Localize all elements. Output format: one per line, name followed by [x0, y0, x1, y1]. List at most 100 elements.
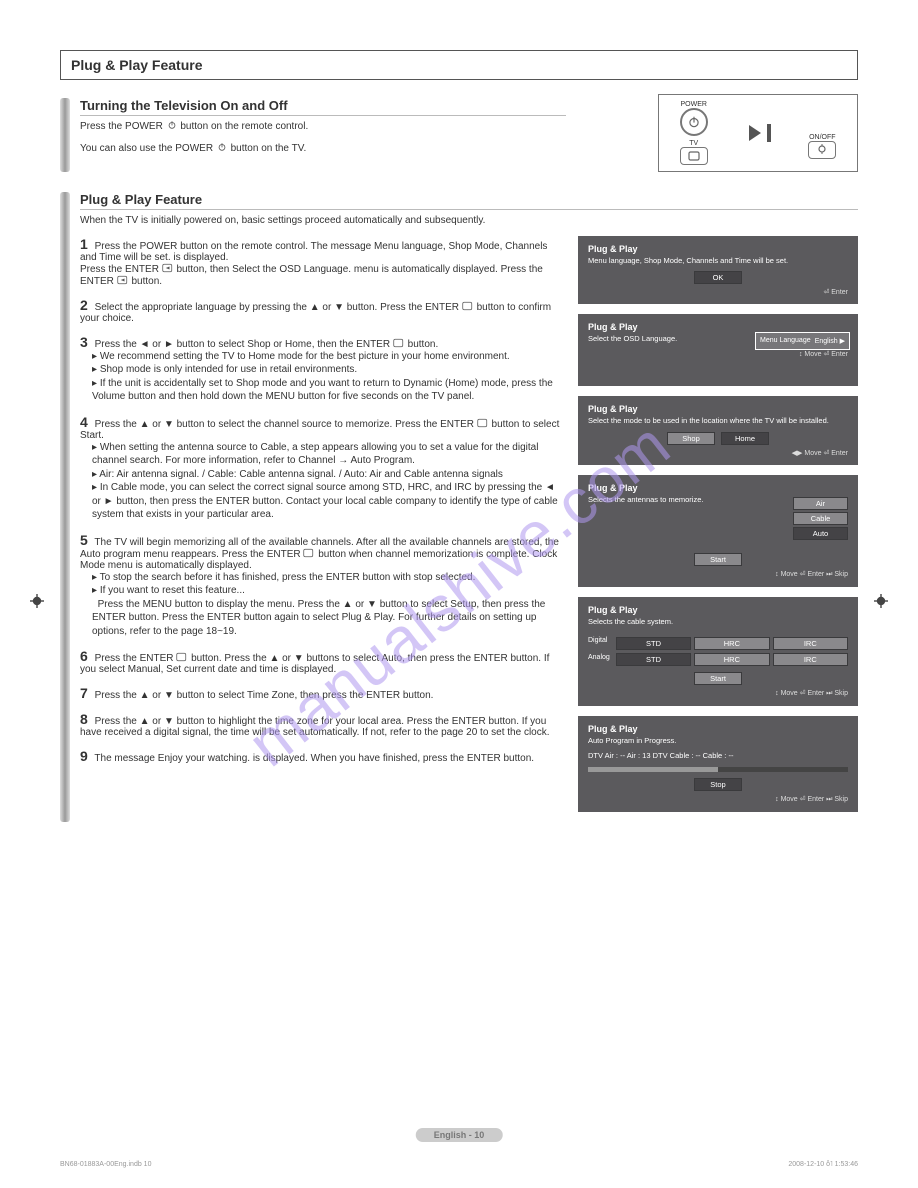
section-heading: Turning the Television On and Off: [80, 98, 566, 116]
osd-footer: ↕ Move ⏎ Enter ⏭ Skip: [588, 570, 848, 579]
bar-icon: [767, 124, 771, 142]
enter-icon: [117, 275, 129, 285]
osd-cell: STD: [616, 637, 691, 650]
step-text: Select the appropriate language by press…: [95, 302, 459, 313]
step-6: 6 Press the ENTER button. Press the ▲ or…: [80, 648, 566, 675]
osd-option: Air: [793, 497, 848, 510]
osd-progress: [588, 767, 848, 772]
enter-icon: [462, 301, 474, 311]
osd-cell: HRC: [694, 637, 769, 650]
section-bar: [60, 98, 70, 172]
osd-button: Start: [694, 672, 742, 685]
osd-inset-label: Menu Language: [760, 337, 811, 345]
note-text: If the unit is accidentally set to Shop …: [92, 378, 553, 403]
enter-icon: [477, 418, 489, 428]
registration-mark-icon: [874, 594, 888, 608]
osd-text: Select the mode to be used in the locati…: [588, 416, 848, 426]
step-text: Press the ◄ or ► button to select Shop o…: [95, 339, 391, 350]
footer-left: BN68-01883A-00Eng.indb 10: [60, 1161, 151, 1168]
note-text: Press the MENU button to display the men…: [92, 599, 545, 637]
step-text: button.: [131, 276, 162, 287]
osd-option: Cable: [793, 512, 848, 525]
osd-subtext: DTV Air : -- Air : 13 DTV Cable : -- Cab…: [588, 751, 848, 761]
step-3: 3 Press the ◄ or ► button to select Shop…: [80, 334, 566, 404]
osd-title: Plug & Play: [588, 724, 848, 734]
step-number: 4: [80, 414, 88, 430]
step-number: 5: [80, 532, 88, 548]
step-text: Press the ENTER: [80, 264, 159, 275]
osd-footer: ↕ Move ⏎ Enter: [588, 350, 848, 358]
tv-icon: [688, 151, 700, 161]
step-number: 8: [80, 711, 88, 727]
osd-cell: HRC: [694, 653, 769, 666]
osd-inset-value: English ▶: [815, 337, 845, 345]
osd-row-label: Digital: [588, 637, 610, 644]
remote-diagram: POWER TV: [658, 94, 858, 172]
arrow-icon: [749, 125, 761, 141]
light-icon: [817, 144, 827, 156]
step-1: 1 Press the POWER button on the remote c…: [80, 236, 566, 287]
remote-onoff-label: ON/OFF: [808, 134, 836, 141]
step-text: Press the POWER button on the remote con…: [80, 241, 547, 263]
osd-column: Plug & Play Menu language, Shop Mode, Ch…: [578, 236, 858, 823]
osd-panel-2: Plug & Play Select the OSD Language. Men…: [578, 314, 858, 386]
osd-footer: ↕ Move ⏎ Enter ⏭ Skip: [588, 795, 848, 804]
power-icon: [166, 120, 178, 130]
section-bar: [60, 192, 70, 822]
step-number: 3: [80, 334, 88, 350]
note-text: When setting the antenna source to Cable…: [92, 442, 538, 467]
osd-option: Auto: [793, 527, 848, 540]
remote-power-label: POWER: [680, 101, 708, 108]
note-text: We recommend setting the TV to Home mode…: [100, 351, 510, 362]
footer-right: 2008-12-10 ȫ˥ 1:53:46: [788, 1161, 858, 1168]
enter-icon: [176, 652, 188, 662]
pnp-intro: When the TV is initially powered on, bas…: [80, 214, 858, 228]
osd-cell: IRC: [773, 637, 848, 650]
remote-tv-label: TV: [680, 140, 708, 147]
note-text: If you want to reset this feature...: [100, 585, 245, 596]
osd-button: Home: [721, 432, 769, 445]
steps-column: 1 Press the POWER button on the remote c…: [80, 236, 566, 823]
osd-button: OK: [694, 271, 742, 284]
osd-title: Plug & Play: [588, 322, 848, 332]
remote-tv-button: [680, 147, 708, 165]
intro-line2a: You can also use the POWER: [80, 143, 213, 154]
osd-title: Plug & Play: [588, 244, 848, 254]
intro-line1b: button on the remote control.: [180, 121, 308, 132]
section-heading: Plug & Play Feature: [80, 192, 858, 210]
enter-icon: [303, 548, 315, 558]
step-number: 9: [80, 748, 88, 764]
step-2: 2 Select the appropriate language by pre…: [80, 297, 566, 324]
step-7: 7 Press the ▲ or ▼ button to select Time…: [80, 685, 566, 701]
step-text: Press the ▲ or ▼ button to select Time Z…: [95, 690, 434, 701]
osd-text: Auto Program in Progress.: [588, 736, 848, 746]
step-number: 6: [80, 648, 88, 664]
osd-cell: IRC: [773, 653, 848, 666]
osd-title: Plug & Play: [588, 483, 848, 493]
note-text: Air: Air antenna signal. / Cable: Cable …: [99, 469, 503, 480]
step-number: 1: [80, 236, 88, 252]
osd-footer: ↕ Move ⏎ Enter ⏭ Skip: [588, 689, 848, 698]
footer: BN68-01883A-00Eng.indb 10 2008-12-10 ȫ˥ …: [60, 1161, 858, 1168]
note-text: To stop the search before it has finishe…: [100, 572, 476, 583]
remote-power-button: [680, 108, 708, 136]
step-number: 7: [80, 685, 88, 701]
osd-button: Shop: [667, 432, 715, 445]
step-text: Press the ▲ or ▼ button to highlight the…: [80, 716, 550, 738]
osd-title: Plug & Play: [588, 605, 848, 615]
section-power: Turning the Television On and Off Press …: [60, 98, 858, 172]
registration-mark-icon: [30, 594, 44, 608]
step-9: 9 The message Enjoy your watching. is di…: [80, 748, 566, 764]
osd-text: Selects the cable system.: [588, 617, 848, 627]
step-8: 8 Press the ▲ or ▼ button to highlight t…: [80, 711, 566, 738]
osd-panel-6: Plug & Play Auto Program in Progress. DT…: [578, 716, 858, 813]
enter-icon: [393, 338, 405, 348]
osd-row-label: Analog: [588, 654, 610, 661]
osd-inset: Menu Language English ▶: [755, 332, 850, 350]
intro-line2b: button on the TV.: [231, 143, 307, 154]
osd-panel-4: Plug & Play Selects the antennas to memo…: [578, 475, 858, 587]
osd-button: Stop: [694, 778, 742, 791]
osd-title: Plug & Play: [588, 404, 848, 414]
step-5: 5 The TV will begin memorizing all of th…: [80, 532, 566, 639]
osd-cell: STD: [616, 653, 691, 666]
